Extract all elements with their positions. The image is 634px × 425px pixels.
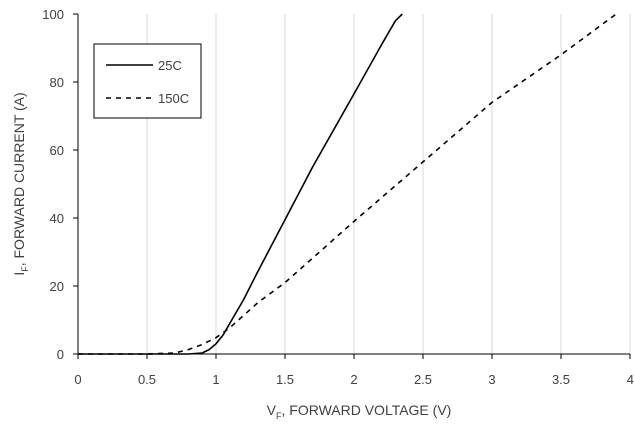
y-tick-label: 40: [50, 211, 64, 226]
x-tick-label: 2: [350, 372, 357, 387]
legend-box: [93, 43, 202, 119]
y-tick-label: 0: [57, 347, 64, 362]
x-tick-label: 0.5: [138, 372, 156, 387]
y-tick-label: 100: [42, 7, 64, 22]
legend-label-150c: 150C: [158, 91, 189, 106]
series-line-25c: [78, 13, 403, 355]
y-tick-label: 80: [50, 75, 64, 90]
legend: 25C 150C: [93, 43, 202, 119]
series-group: [78, 13, 617, 355]
y-axis-title: IF, FORWARD CURRENT (A): [11, 92, 30, 275]
x-tick-label: 2.5: [414, 372, 432, 387]
x-axis-title: VF, FORWARD VOLTAGE (V): [267, 402, 452, 421]
x-tick-label: 0: [74, 372, 81, 387]
x-tick-label: 3.5: [552, 372, 570, 387]
y-tick-label: 20: [50, 279, 64, 294]
x-tick-label: 1: [212, 372, 219, 387]
x-tick-label: 1.5: [276, 372, 294, 387]
legend-label-25c: 25C: [158, 58, 182, 73]
y-tick-label: 60: [50, 143, 64, 158]
x-tick-label: 4: [627, 372, 634, 387]
grid: [146, 14, 631, 354]
x-tick-label: 3: [488, 372, 495, 387]
